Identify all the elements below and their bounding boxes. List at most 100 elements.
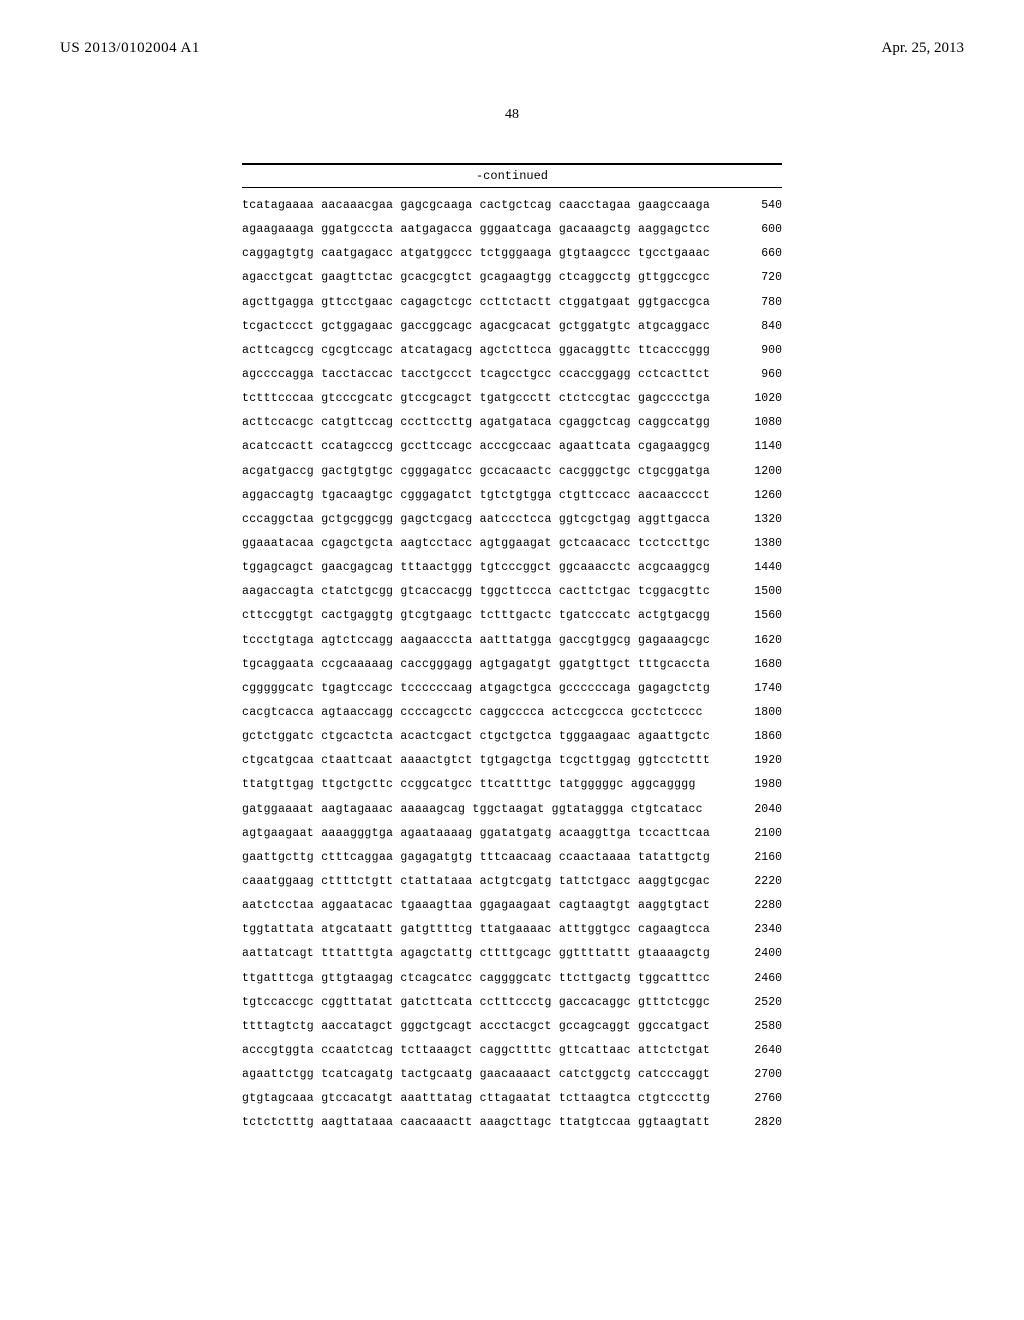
- sequence-position: 1800: [730, 701, 782, 725]
- sequence-text: acatccactt ccatagcccg gccttccagc acccgcc…: [242, 435, 710, 459]
- sequence-position: 2400: [730, 942, 782, 966]
- sequence-text: acttcagccg cgcgtccagc atcatagacg agctctt…: [242, 339, 710, 363]
- sequence-row: gaattgcttg ctttcaggaa gagagatgtg tttcaac…: [242, 846, 782, 870]
- divider-bottom: [242, 187, 782, 188]
- sequence-row: aggaccagtg tgacaagtgc cgggagatct tgtctgt…: [242, 484, 782, 508]
- sequence-row: cccaggctaa gctgcggcgg gagctcgacg aatccct…: [242, 508, 782, 532]
- sequence-listing: tcatagaaaa aacaaacgaa gagcgcaaga cactgct…: [242, 194, 782, 1135]
- sequence-position: 1620: [730, 629, 782, 653]
- sequence-position: 2220: [730, 870, 782, 894]
- sequence-position: 1680: [730, 653, 782, 677]
- sequence-row: ttatgttgag ttgctgcttc ccggcatgcc ttcattt…: [242, 773, 782, 797]
- sequence-text: agaattctgg tcatcagatg tactgcaatg gaacaaa…: [242, 1063, 710, 1087]
- sequence-text: cgggggcatc tgagtccagc tccccccaag atgagct…: [242, 677, 710, 701]
- sequence-position: 1080: [730, 411, 782, 435]
- sequence-position: 1260: [730, 484, 782, 508]
- continued-header: -continued: [242, 163, 782, 188]
- sequence-position: 660: [730, 242, 782, 266]
- sequence-row: ggaaatacaa cgagctgcta aagtcctacc agtggaa…: [242, 532, 782, 556]
- continued-label: -continued: [242, 167, 782, 185]
- sequence-position: 1500: [730, 580, 782, 604]
- sequence-row: tcgactccct gctggagaac gaccggcagc agacgca…: [242, 315, 782, 339]
- sequence-text: tgcaggaata ccgcaaaaag caccgggagg agtgaga…: [242, 653, 710, 677]
- sequence-row: ctgcatgcaa ctaattcaat aaaactgtct tgtgagc…: [242, 749, 782, 773]
- sequence-position: 2700: [730, 1063, 782, 1087]
- sequence-position: 1020: [730, 387, 782, 411]
- sequence-row: agacctgcat gaagttctac gcacgcgtct gcagaag…: [242, 266, 782, 290]
- sequence-text: agcttgagga gttcctgaac cagagctcgc ccttcta…: [242, 291, 710, 315]
- sequence-row: acatccactt ccatagcccg gccttccagc acccgcc…: [242, 435, 782, 459]
- sequence-position: 1320: [730, 508, 782, 532]
- sequence-row: agcttgagga gttcctgaac cagagctcgc ccttcta…: [242, 291, 782, 315]
- sequence-text: gctctggatc ctgcactcta acactcgact ctgctgc…: [242, 725, 710, 749]
- sequence-text: aagaccagta ctatctgcgg gtcaccacgg tggcttc…: [242, 580, 710, 604]
- sequence-row: acgatgaccg gactgtgtgc cgggagatcc gccacaa…: [242, 460, 782, 484]
- sequence-row: tgtccaccgc cggtttatat gatcttcata cctttcc…: [242, 991, 782, 1015]
- sequence-row: acttccacgc catgttccag cccttccttg agatgat…: [242, 411, 782, 435]
- sequence-row: tccctgtaga agtctccagg aagaacccta aatttat…: [242, 629, 782, 653]
- sequence-text: acgatgaccg gactgtgtgc cgggagatcc gccacaa…: [242, 460, 710, 484]
- sequence-position: 780: [730, 291, 782, 315]
- sequence-position: 2040: [730, 798, 782, 822]
- sequence-row: agccccagga tacctaccac tacctgccct tcagcct…: [242, 363, 782, 387]
- sequence-text: caaatggaag cttttctgtt ctattataaa actgtcg…: [242, 870, 710, 894]
- sequence-row: aagaccagta ctatctgcgg gtcaccacgg tggcttc…: [242, 580, 782, 604]
- sequence-position: 900: [730, 339, 782, 363]
- sequence-row: gatggaaaat aagtagaaac aaaaagcag tggctaag…: [242, 798, 782, 822]
- sequence-row: agtgaagaat aaaagggtga agaataaaag ggatatg…: [242, 822, 782, 846]
- sequence-position: 720: [730, 266, 782, 290]
- sequence-position: 960: [730, 363, 782, 387]
- sequence-text: gaattgcttg ctttcaggaa gagagatgtg tttcaac…: [242, 846, 710, 870]
- sequence-row: agaattctgg tcatcagatg tactgcaatg gaacaaa…: [242, 1063, 782, 1087]
- sequence-row: tgcaggaata ccgcaaaaag caccgggagg agtgaga…: [242, 653, 782, 677]
- sequence-text: cacgtcacca agtaaccagg ccccagcctc caggccc…: [242, 701, 703, 725]
- sequence-text: agacctgcat gaagttctac gcacgcgtct gcagaag…: [242, 266, 710, 290]
- sequence-text: tgtccaccgc cggtttatat gatcttcata cctttcc…: [242, 991, 710, 1015]
- sequence-text: ggaaatacaa cgagctgcta aagtcctacc agtggaa…: [242, 532, 710, 556]
- sequence-position: 1860: [730, 725, 782, 749]
- sequence-text: ctgcatgcaa ctaattcaat aaaactgtct tgtgagc…: [242, 749, 710, 773]
- sequence-position: 2160: [730, 846, 782, 870]
- sequence-row: tctttcccaa gtcccgcatc gtccgcagct tgatgcc…: [242, 387, 782, 411]
- sequence-row: ttttagtctg aaccatagct gggctgcagt accctac…: [242, 1015, 782, 1039]
- sequence-row: acttcagccg cgcgtccagc atcatagacg agctctt…: [242, 339, 782, 363]
- sequence-position: 1140: [730, 435, 782, 459]
- sequence-position: 840: [730, 315, 782, 339]
- sequence-row: cttccggtgt cactgaggtg gtcgtgaagc tctttga…: [242, 604, 782, 628]
- sequence-position: 2520: [730, 991, 782, 1015]
- sequence-text: acttccacgc catgttccag cccttccttg agatgat…: [242, 411, 710, 435]
- sequence-text: tcatagaaaa aacaaacgaa gagcgcaaga cactgct…: [242, 194, 710, 218]
- sequence-text: gtgtagcaaa gtccacatgt aaatttatag cttagaa…: [242, 1087, 710, 1111]
- sequence-position: 1560: [730, 604, 782, 628]
- sequence-position: 1380: [730, 532, 782, 556]
- sequence-position: 1440: [730, 556, 782, 580]
- sequence-row: aatctcctaa aggaatacac tgaaagttaa ggagaag…: [242, 894, 782, 918]
- sequence-row: tggtattata atgcataatt gatgttttcg ttatgaa…: [242, 918, 782, 942]
- sequence-position: 2460: [730, 967, 782, 991]
- sequence-position: 2100: [730, 822, 782, 846]
- page-number: 48: [60, 107, 964, 123]
- sequence-text: tcgactccct gctggagaac gaccggcagc agacgca…: [242, 315, 710, 339]
- sequence-row: tctctctttg aagttataaa caacaaactt aaagctt…: [242, 1111, 782, 1135]
- sequence-row: tggagcagct gaacgagcag tttaactggg tgtcccg…: [242, 556, 782, 580]
- sequence-position: 2280: [730, 894, 782, 918]
- sequence-text: ttttagtctg aaccatagct gggctgcagt accctac…: [242, 1015, 710, 1039]
- sequence-position: 1200: [730, 460, 782, 484]
- sequence-text: aggaccagtg tgacaagtgc cgggagatct tgtctgt…: [242, 484, 710, 508]
- sequence-text: acccgtggta ccaatctcag tcttaaagct caggctt…: [242, 1039, 710, 1063]
- sequence-row: cacgtcacca agtaaccagg ccccagcctc caggccc…: [242, 701, 782, 725]
- sequence-text: tccctgtaga agtctccagg aagaacccta aatttat…: [242, 629, 710, 653]
- sequence-row: cgggggcatc tgagtccagc tccccccaag atgagct…: [242, 677, 782, 701]
- sequence-text: caggagtgtg caatgagacc atgatggccc tctggga…: [242, 242, 710, 266]
- sequence-text: tggtattata atgcataatt gatgttttcg ttatgaa…: [242, 918, 710, 942]
- sequence-position: 1740: [730, 677, 782, 701]
- sequence-text: tctctctttg aagttataaa caacaaactt aaagctt…: [242, 1111, 710, 1135]
- sequence-position: 2760: [730, 1087, 782, 1111]
- sequence-position: 1920: [730, 749, 782, 773]
- divider-top: [242, 163, 782, 165]
- sequence-row: aattatcagt tttatttgta agagctattg cttttgc…: [242, 942, 782, 966]
- sequence-position: 600: [730, 218, 782, 242]
- sequence-text: tggagcagct gaacgagcag tttaactggg tgtcccg…: [242, 556, 710, 580]
- sequence-position: 2640: [730, 1039, 782, 1063]
- sequence-row: ttgatttcga gttgtaagag ctcagcatcc caggggc…: [242, 967, 782, 991]
